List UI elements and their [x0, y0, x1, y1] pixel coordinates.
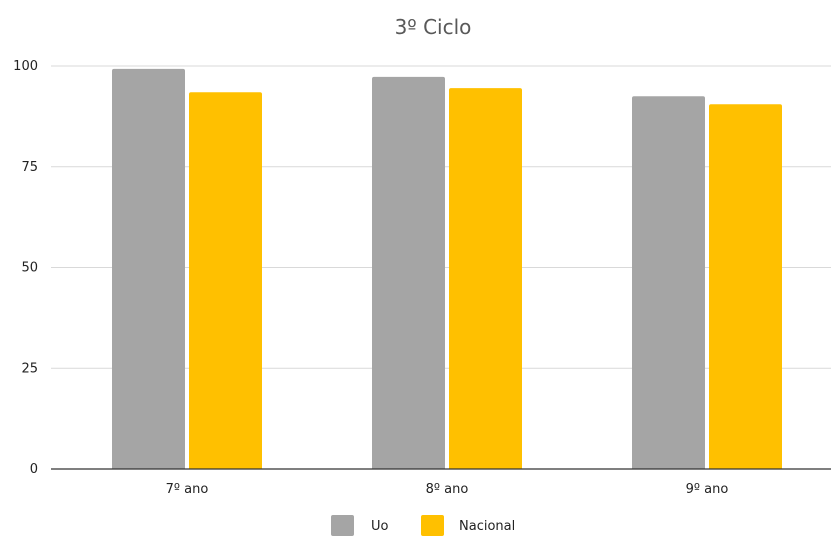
axes: 0 25 50 75 100 7º ano 8º ano 9º ano [13, 59, 831, 497]
bar-nacional-3 [709, 104, 782, 469]
legend-label-uo: Uo [371, 519, 389, 534]
bar-nacional-1 [189, 92, 262, 469]
bar-nacional-2 [449, 88, 522, 469]
legend-swatch-nacional [421, 515, 444, 536]
bar-uo-1 [112, 68, 185, 470]
legend-swatch-uo [331, 515, 354, 536]
y-tick-label: 75 [21, 160, 38, 175]
y-tick-label: 100 [13, 59, 38, 74]
y-tick-label: 25 [21, 361, 38, 376]
legend-label-nacional: Nacional [459, 519, 515, 534]
x-tick-label: 8º ano [426, 482, 469, 497]
legend: Uo Nacional [331, 515, 515, 536]
bar-uo-3 [632, 96, 705, 469]
bar-uo-2 [372, 76, 445, 470]
x-tick-label: 9º ano [686, 482, 729, 497]
y-tick-label: 50 [21, 261, 38, 276]
y-tick-label: 0 [30, 462, 38, 477]
x-tick-label: 7º ano [166, 482, 209, 497]
bars [112, 68, 782, 470]
chart-title: 3º Ciclo [395, 15, 472, 39]
